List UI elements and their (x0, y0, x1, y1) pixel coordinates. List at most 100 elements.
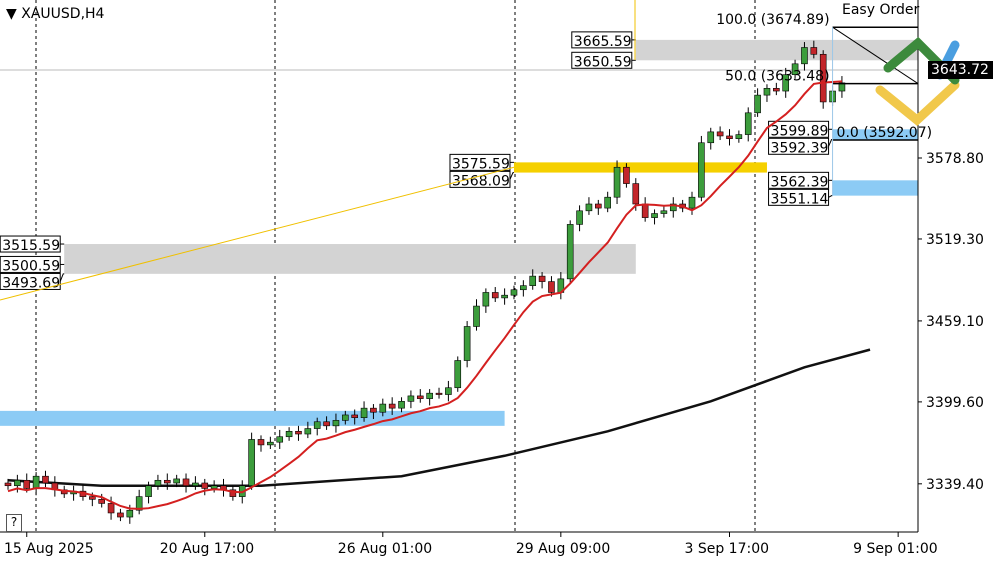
candle-body (379, 403, 387, 413)
time-tick-label: 9 Sep 01:00 (853, 541, 938, 557)
zone-label-leader (828, 195, 833, 198)
candle-body (463, 326, 471, 361)
symbol-title: ▼ XAUUSD,H4 (6, 6, 104, 22)
ma-fast-line (7, 80, 843, 510)
candle-body (754, 94, 761, 114)
candle-body (154, 479, 162, 487)
price-zone (513, 162, 767, 173)
price-zone (64, 244, 636, 274)
zone-price-label: 3562.39 (771, 174, 829, 190)
candle-body (295, 430, 302, 435)
candle-body (454, 360, 462, 389)
candle-body (735, 134, 743, 139)
candle-body (810, 47, 818, 55)
candle-body (585, 203, 593, 212)
price-tick-label: 3339.40 (926, 477, 984, 493)
candle-body (192, 482, 199, 487)
candle-body (117, 512, 124, 518)
candle-body (285, 430, 293, 438)
candle-body (145, 485, 152, 497)
candle-body (773, 88, 780, 92)
candle-body (604, 196, 611, 209)
candle-body (98, 499, 105, 504)
zone-price-label: 3493.69 (2, 275, 60, 291)
candle-body (669, 203, 677, 212)
zone-price-label: 3592.39 (771, 140, 829, 156)
time-tick-label: 15 Aug 2025 (4, 541, 94, 557)
candle-body (126, 509, 134, 518)
fibo-level-label: 50.0 (3633.48) (725, 69, 829, 85)
candle-body (473, 305, 480, 327)
candle-body (304, 428, 312, 435)
fibo-level-label: 100.0 (3674.89) (716, 12, 829, 28)
candle-body (4, 482, 12, 487)
price-zone (832, 129, 918, 140)
dropdown-triangle-icon[interactable]: ▼ (6, 6, 17, 22)
candle-body (276, 436, 284, 443)
candle-body (623, 166, 630, 184)
candle-body (332, 420, 340, 427)
candle-body (32, 475, 40, 489)
candle-body (688, 196, 696, 209)
time-tick-label: 3 Sep 17:00 (684, 541, 769, 557)
fibo-trend-line (832, 26, 919, 84)
candle-body (201, 482, 209, 489)
candle-body (791, 63, 799, 76)
candle-body (501, 294, 508, 299)
candle-body (566, 224, 574, 280)
zone-price-label: 3599.89 (771, 123, 829, 139)
candle-body (407, 395, 415, 402)
candle-body (89, 496, 96, 500)
candle-body (482, 292, 490, 307)
price-tick-label: 3399.60 (926, 395, 984, 411)
price-tick-label: 3578.80 (926, 151, 984, 167)
candle-body (388, 403, 396, 409)
candle-body (267, 441, 274, 446)
zone-price-label: 3650.59 (574, 54, 632, 70)
candle-body (491, 292, 499, 299)
symbol-label: XAUUSD,H4 (21, 6, 105, 22)
candle-body (744, 112, 752, 135)
candle-body (716, 131, 724, 137)
candle-body (229, 489, 237, 497)
candle-body (576, 210, 583, 225)
candle-body (248, 439, 255, 487)
candle-body (660, 210, 668, 214)
candle-body (763, 88, 771, 96)
candle-body (135, 496, 143, 511)
candle-body (173, 478, 180, 484)
candle-body (182, 478, 190, 487)
candle-body (632, 183, 640, 205)
zone-label-leader (509, 172, 514, 180)
candle-body (163, 479, 171, 484)
candle-body (398, 401, 405, 409)
easy-order-label[interactable]: Easy Order (842, 2, 920, 18)
candle-body (351, 414, 358, 418)
candle-body (257, 439, 265, 446)
candle-body (210, 485, 218, 489)
candle-body (548, 281, 555, 293)
candle-body (426, 392, 433, 399)
candle-body (107, 503, 115, 514)
candle-body (726, 135, 733, 139)
time-tick-label: 26 Aug 01:00 (338, 541, 432, 557)
candle-body (370, 407, 377, 413)
candle-body (698, 142, 705, 198)
price-zone (635, 39, 918, 61)
candle-body (342, 414, 349, 421)
candle-body (520, 285, 527, 291)
candle-body (23, 479, 31, 489)
candle-body (819, 53, 827, 103)
zone-label-leader (59, 273, 65, 282)
candle-body (416, 395, 424, 399)
candle-body (613, 166, 621, 198)
time-tick-label: 29 Aug 09:00 (516, 541, 610, 557)
zone-label-leader (828, 139, 833, 147)
zone-price-label: 3568.09 (452, 173, 510, 189)
zone-price-label: 3665.59 (574, 34, 632, 50)
candle-body (595, 203, 602, 209)
help-button[interactable]: ? (6, 514, 22, 532)
candle-body (651, 213, 658, 218)
